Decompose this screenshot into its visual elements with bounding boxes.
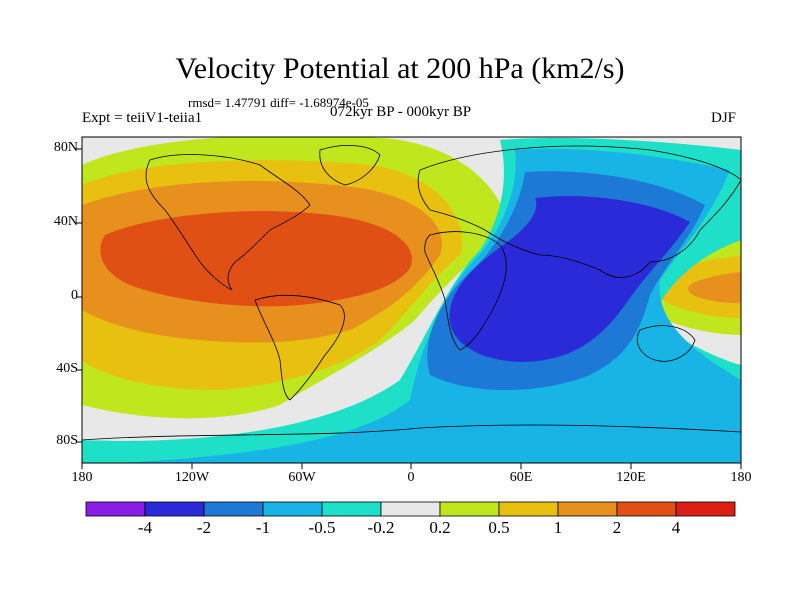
field-positive-2 [100,211,412,307]
lon-tick-120w: 120W [174,470,210,485]
australia-coast [636,325,696,362]
colorbar-label: 0.5 [488,518,510,537]
colorbar-swatch [616,501,677,517]
lon-tick-0: 0 [407,470,415,485]
field-positive-wpac-2 [688,272,741,304]
rmsd-diff-stats: rmsd= 1.47791 diff= -1.68974e-05 [188,95,369,110]
colorbar-swatch [203,501,264,517]
colorbar-label: -1 [255,518,271,537]
colorbar-swatch [144,501,205,517]
colorbar-swatch [498,501,559,517]
lat-tick-80n: 80N [53,140,78,155]
colorbar-swatch [85,501,146,517]
experiment-label: Expt = teiiV1-teiia1 [82,110,203,126]
colorbar-swatch [439,501,500,517]
lon-tick-60w: 60W [288,470,316,485]
north-america-coast [145,154,311,291]
south-america-coast [254,295,345,401]
greenland-coast [319,145,381,186]
lat-tick-40s: 40S [56,361,78,376]
colorbar-swatch [557,501,618,517]
colorbar-label: 4 [671,518,681,537]
field-negative-2 [449,196,690,362]
antarctica-coast [82,424,741,441]
lon-tick-180w: 180 [71,470,93,485]
colorbar-label: -4 [137,518,153,537]
velocity-potential-field [82,137,741,463]
colorbar-label: 2 [612,518,622,537]
africa-coast [424,231,507,351]
lat-tick-40n: 40N [53,214,78,229]
colorbar-label: 1 [553,518,563,537]
colorbar-swatch [262,501,323,517]
colorbar-label: -2 [196,518,212,537]
colorbar-label: -0.2 [367,518,395,537]
period-label: 072kyr BP - 000kyr BP [330,104,472,120]
coastlines [82,145,741,441]
colorbar-swatch [380,501,441,517]
colorbar [85,501,736,517]
eurasia-coast [417,145,741,278]
lon-tick-180e: 180 [730,470,752,485]
colorbar-label: 0.2 [429,518,451,537]
colorbar-swatch [675,501,736,517]
lon-tick-120e: 120E [616,470,646,485]
season-label: DJF [711,110,737,126]
axis-ticks [76,148,742,469]
lon-tick-60e: 60E [509,470,533,485]
colorbar-label: -0.5 [308,518,336,537]
lat-tick-80s: 80S [56,433,78,448]
colorbar-swatch [321,501,382,517]
lat-tick-0: 0 [71,288,78,303]
plot-title: Velocity Potential at 200 hPa (km2/s) [175,52,625,85]
